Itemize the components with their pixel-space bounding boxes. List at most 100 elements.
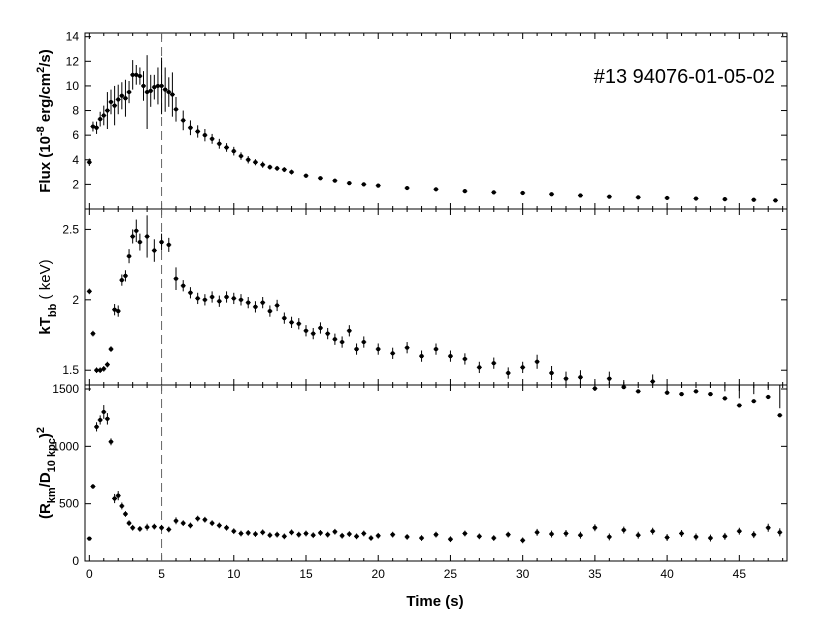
data-point (722, 197, 727, 202)
data-point (137, 73, 142, 79)
data-point (210, 294, 215, 300)
data-point (195, 129, 200, 134)
data-point (166, 527, 171, 532)
data-point (607, 376, 612, 381)
data-point (145, 525, 150, 530)
data-point (766, 394, 771, 400)
data-point (340, 339, 345, 345)
data-point (708, 535, 713, 541)
data-point (155, 83, 161, 89)
data-point (636, 389, 641, 394)
data-point (361, 531, 366, 536)
data-point (231, 529, 236, 534)
data-point (224, 294, 229, 300)
data-point (116, 493, 121, 498)
data-point (87, 536, 92, 541)
data-point (405, 185, 410, 191)
data-point (722, 396, 727, 401)
data-point (578, 375, 583, 380)
data-point (94, 125, 99, 130)
data-point (282, 534, 287, 539)
data-point (282, 316, 287, 321)
data-point (246, 300, 251, 305)
data-point (679, 531, 684, 536)
data-point (246, 157, 251, 162)
data-point (217, 141, 222, 146)
data-point (130, 234, 135, 239)
data-point (173, 518, 179, 523)
data-point (578, 193, 583, 198)
data-point (751, 197, 756, 202)
y-tick-label: 10 (66, 79, 80, 93)
y-tick-label: 2 (72, 177, 79, 191)
data-point (665, 535, 670, 540)
data-point (126, 254, 132, 259)
data-point (238, 531, 244, 536)
data-point (119, 93, 124, 98)
data-point (159, 83, 164, 89)
data-point (134, 228, 139, 233)
data-point (405, 345, 410, 350)
panel-kt: 1.5 2 2.5 kTbb ( keV) (37, 208, 788, 418)
data-point (267, 165, 272, 170)
x-tick-label: 45 (733, 567, 747, 581)
data-point (390, 351, 395, 356)
data-point (325, 331, 330, 336)
data-point (134, 72, 139, 77)
data-point (112, 307, 117, 312)
data-point (520, 190, 525, 196)
x-tick-label: 40 (660, 567, 674, 581)
data-point (296, 321, 301, 326)
data-point (361, 339, 366, 345)
y-tick-label: 14 (66, 30, 80, 44)
data-point (636, 195, 641, 200)
data-point (166, 242, 171, 248)
data-point (722, 534, 727, 539)
data-point (116, 97, 121, 102)
data-point (101, 366, 106, 371)
data-point (289, 530, 294, 535)
data-point (98, 417, 103, 423)
x-tick-label: 25 (444, 567, 458, 581)
data-point (303, 173, 309, 178)
data-point (448, 354, 453, 359)
data-point (108, 346, 114, 352)
data-point (332, 529, 337, 534)
data-point (123, 273, 128, 278)
data-point (751, 532, 756, 537)
data-point (224, 145, 229, 150)
data-point (202, 297, 207, 302)
data-point (145, 234, 150, 239)
y-tick-label: 4 (72, 153, 79, 167)
data-point (173, 276, 179, 281)
data-point (137, 526, 142, 531)
data-point (181, 118, 186, 123)
data-point (665, 390, 670, 395)
data-point (621, 527, 626, 533)
data-point (520, 365, 525, 370)
x-tick-label: 5 (158, 567, 165, 581)
data-point (260, 162, 265, 167)
data-point (152, 85, 157, 90)
data-point (289, 320, 294, 325)
data-point (549, 192, 554, 197)
data-point (354, 534, 359, 539)
data-point (87, 289, 92, 294)
data-point (98, 368, 103, 373)
data-point (405, 534, 410, 540)
data-point (130, 72, 135, 77)
data-point (535, 359, 540, 364)
data-point (462, 531, 467, 536)
data-point (217, 523, 222, 528)
data-point (181, 283, 186, 288)
data-point (607, 194, 612, 199)
data-point (318, 176, 323, 181)
y-axis-title: Flux (10-8 erg/cm2/s) (35, 49, 54, 192)
data-point (181, 521, 186, 526)
data-point (491, 190, 496, 195)
data-point (170, 92, 175, 97)
data-point (332, 178, 337, 183)
x-tick-label: 35 (588, 567, 602, 581)
data-point (773, 198, 778, 203)
